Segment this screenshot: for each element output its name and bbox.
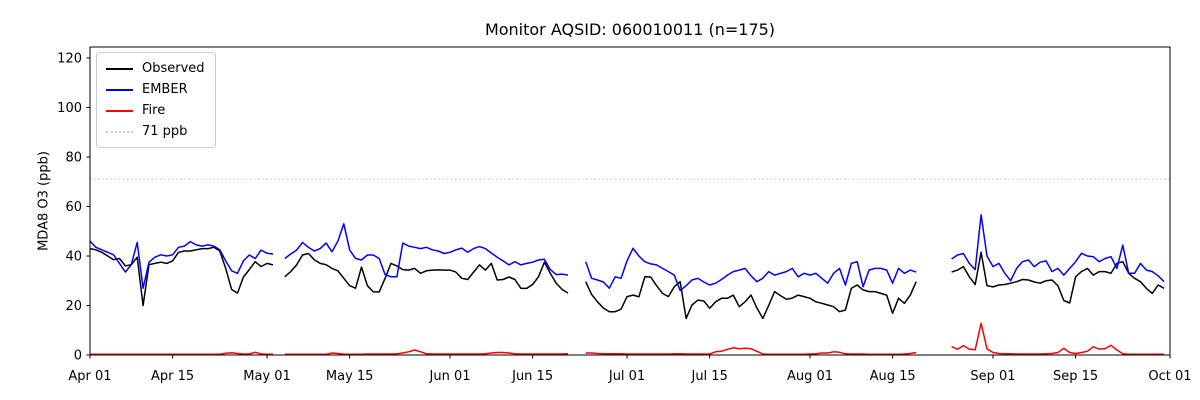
legend: Observed EMBER Fire 71 ppb: [96, 52, 216, 148]
y-tick-label: 100: [57, 101, 82, 116]
x-tick-label: Apr 15: [151, 369, 194, 384]
x-tick-label: Aug 01: [787, 369, 833, 384]
x-tick-label: Sep 15: [1053, 369, 1098, 384]
chart-title: Monitor AQSID: 060010011 (n=175): [484, 20, 776, 39]
legend-label: 71 ppb: [142, 124, 188, 139]
x-tick-label: Aug 15: [870, 369, 916, 384]
plot-frame: [89, 46, 1171, 356]
legend-label: Observed: [142, 61, 205, 76]
x-tick-label: Sep 01: [970, 369, 1015, 384]
x-tick-label: Jun 01: [429, 369, 471, 384]
fire-line: [90, 322, 1165, 356]
y-tick-label: 120: [57, 51, 82, 66]
x-tick-label: Apr 01: [68, 369, 111, 384]
observed-line: [89, 246, 1165, 320]
x-tick-label: May 01: [243, 369, 291, 384]
legend-line-sample: [106, 67, 133, 70]
legend-line-sample: [106, 109, 133, 112]
x-tick-label: Oct 01: [1148, 369, 1191, 384]
y-tick-label: 80: [65, 150, 82, 165]
y-tick-label: 60: [65, 200, 82, 215]
x-tick-label: Jun 15: [511, 369, 553, 384]
legend-item-ember: EMBER: [106, 79, 205, 100]
y-tick-label: 20: [65, 299, 82, 314]
legend-label: Fire: [142, 103, 166, 118]
ember-line: [89, 214, 1165, 292]
legend-line-sample: [106, 88, 133, 91]
x-tick-label: Jul 15: [690, 369, 727, 384]
y-tick-label: 40: [65, 249, 82, 264]
legend-label: EMBER: [142, 82, 188, 97]
legend-item-71-ppb: 71 ppb: [106, 121, 205, 142]
x-tick-label: May 15: [326, 369, 374, 384]
legend-item-fire: Fire: [106, 100, 205, 121]
y-tick-label: 0: [74, 349, 82, 364]
legend-item-observed: Observed: [106, 58, 205, 79]
legend-line-sample: [106, 130, 133, 133]
x-tick-label: Jul 01: [608, 369, 645, 384]
